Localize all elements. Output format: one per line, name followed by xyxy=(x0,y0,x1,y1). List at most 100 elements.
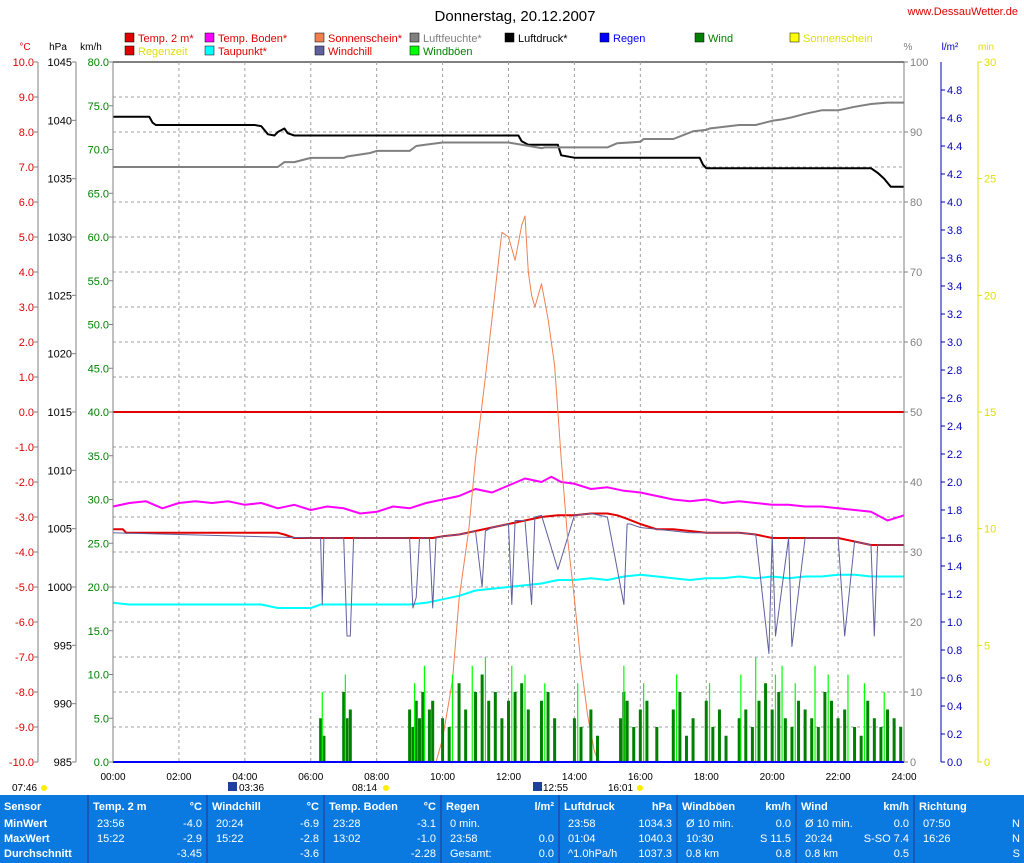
temp-tick-label: 0.0 xyxy=(19,407,34,419)
legend-swatch xyxy=(599,32,610,43)
temp-tick-label: 4.0 xyxy=(19,267,34,279)
legend-label: Taupunkt* xyxy=(218,46,268,58)
wind-bar xyxy=(342,692,346,762)
wind-bar xyxy=(863,683,866,762)
wind-bar xyxy=(671,709,675,762)
wind-bar xyxy=(572,718,576,762)
humidity-tick-label: 20 xyxy=(910,617,922,629)
temp-tick-label: 7.0 xyxy=(19,162,34,174)
column-title: Regen xyxy=(446,801,480,813)
legend-swatch xyxy=(314,32,325,43)
cell-label: ^1.0hPa/h xyxy=(568,848,618,860)
wind-bar xyxy=(810,718,814,762)
wind-bar xyxy=(823,692,827,762)
wind-bar xyxy=(457,683,461,762)
x-tick-label: 24:00 xyxy=(891,772,916,783)
wind-tick-label: 5.0 xyxy=(94,713,109,725)
cell-value: 0.0 xyxy=(775,818,791,830)
pressure-tick-label: 1010 xyxy=(48,465,72,477)
wind-bar xyxy=(431,700,435,762)
temp-tick-label: -5.0 xyxy=(15,582,34,594)
sun-tick-label: 5 xyxy=(984,640,990,652)
table-row: Durchschnitt xyxy=(0,847,83,861)
legend-label: Wind xyxy=(708,33,733,45)
humidity-tick-label: 80 xyxy=(910,197,922,209)
rain-tick-label: 0.8 xyxy=(947,645,962,657)
column-unit: °C xyxy=(306,801,319,813)
legend-swatch xyxy=(204,32,215,43)
pressure-tick-label: 1035 xyxy=(48,174,72,186)
website-link[interactable]: www.DessauWetter.de xyxy=(907,6,1018,18)
table-row: ^1.0hPa/h 1037.3 xyxy=(560,847,672,861)
series-line-sonnenschein xyxy=(113,215,904,763)
wind-bar xyxy=(883,692,885,762)
table-column-header: Windchill °C xyxy=(212,801,319,813)
legend-label: Sonnenschein xyxy=(803,33,873,45)
legend-label: Windböen xyxy=(423,46,473,58)
wind-bar xyxy=(783,718,787,762)
table-column: Windböen km/h Ø 10 min. 0.0 10:30 S 11.5 0.8 k… xyxy=(678,795,795,863)
pressure-tick-label: 1025 xyxy=(48,290,72,302)
wind-bar xyxy=(423,665,426,762)
cell-label: Ø 10 min. xyxy=(805,818,853,830)
wind-bar xyxy=(790,727,794,762)
table-row: 20:24 -6.9 xyxy=(208,817,319,831)
cell-label: 0.8 km xyxy=(686,848,720,860)
wind-bar xyxy=(847,674,849,762)
wind-tick-label: 30.0 xyxy=(88,495,109,507)
humidity-tick-label: 100 xyxy=(910,57,928,69)
wind-bar xyxy=(717,709,721,762)
cell-value: -6.9 xyxy=(300,818,319,830)
sun-tick-label: 0 xyxy=(984,757,990,769)
wind-bar xyxy=(520,683,524,762)
table-column-header: Windböen km/h xyxy=(682,801,791,813)
pressure-tick-label: 1005 xyxy=(48,524,72,536)
humidity-tick-label: 90 xyxy=(910,127,922,139)
temp-unit-label: °C xyxy=(19,42,30,53)
wind-bar xyxy=(814,665,816,762)
cell-value: 1037.3 xyxy=(638,848,672,860)
moonset-time: 03:36 xyxy=(239,783,264,794)
table-column: Temp. 2 m °C 23:56 -4.0 15:22 -2.9 -3.45 xyxy=(89,795,206,863)
rain-tick-label: 1.8 xyxy=(947,505,962,517)
rain-tick-label: 3.8 xyxy=(947,225,962,237)
temp-tick-label: 6.0 xyxy=(19,197,34,209)
pressure-tick-label: 1045 xyxy=(48,57,72,69)
cell-label: Ø 10 min. xyxy=(686,818,734,830)
wind-bar xyxy=(427,709,431,762)
rain-tick-label: 1.0 xyxy=(947,617,962,629)
column-title: Temp. Boden xyxy=(329,801,398,813)
cell-value: -2.9 xyxy=(183,833,202,845)
wind-bar xyxy=(414,700,418,762)
column-unit: °C xyxy=(189,801,202,813)
axis-unit-labels: °C hPa km/h % l/m² min xyxy=(19,42,994,53)
table-row: Gesamt: 0.0 xyxy=(442,847,554,861)
legend-swatch xyxy=(694,32,705,43)
chart-title: Donnerstag, 20.12.2007 xyxy=(435,8,596,25)
wind-tick-label: 20.0 xyxy=(88,582,109,594)
sun-tick-label: 20 xyxy=(984,290,996,302)
cell-label: 16:26 xyxy=(923,833,951,845)
rain-tick-label: 3.4 xyxy=(947,281,962,293)
series-line-luftfeuchte xyxy=(113,101,904,168)
rain-tick-label: 1.2 xyxy=(947,589,962,601)
wind-tick-label: 75.0 xyxy=(88,101,109,113)
column-title: Windböen xyxy=(682,801,736,813)
rain-tick-label: 0.0 xyxy=(947,757,962,769)
sun-unit-label: min xyxy=(978,42,994,53)
legend-label: Regen xyxy=(613,33,645,45)
table-column-header: Richtung xyxy=(919,801,1020,813)
wind-bar xyxy=(524,674,526,762)
column-title: Temp. 2 m xyxy=(93,801,147,813)
cell-label: Gesamt: xyxy=(450,848,492,860)
temp-tick-label: 5.0 xyxy=(19,232,34,244)
table-row: -2.28 xyxy=(325,847,436,861)
wind-tick-label: 55.0 xyxy=(88,276,109,288)
series-line-taupunkt xyxy=(112,573,904,609)
wind-bar xyxy=(511,665,513,762)
series-line-temp-boden xyxy=(112,475,905,522)
wind-bar xyxy=(471,665,473,762)
rain-tick-label: 3.2 xyxy=(947,309,962,321)
column-title: Sensor xyxy=(4,801,42,813)
cell-label: 01:04 xyxy=(568,833,596,845)
